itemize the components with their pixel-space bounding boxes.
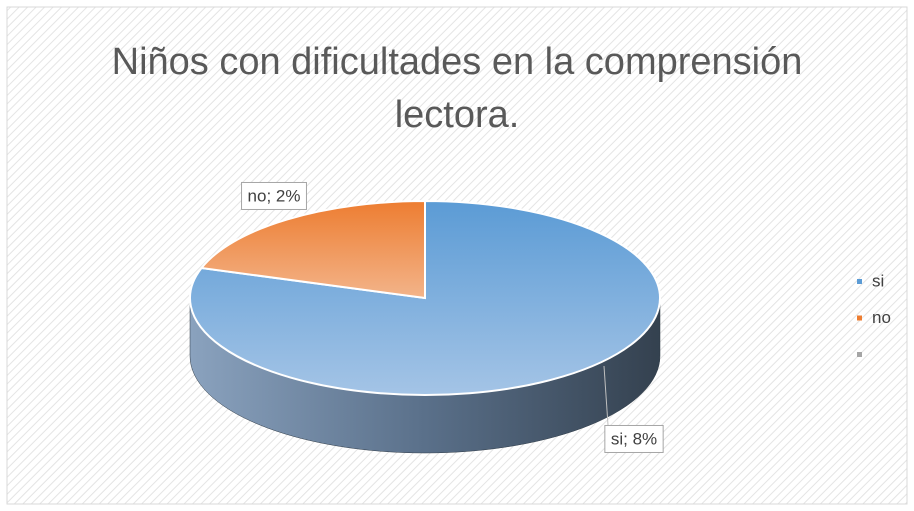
data-label-box — [241, 181, 307, 210]
legend-marker — [857, 352, 862, 357]
chart-title: Niños con dificultades en la comprensión… — [111, 41, 803, 136]
legend-label: no — [872, 308, 891, 327]
legend-marker — [857, 279, 862, 284]
legend-marker — [857, 315, 862, 321]
legend-label: si — [872, 271, 884, 290]
leader-line — [603, 365, 609, 426]
pie-slice — [199, 199, 426, 300]
data-label: no; 2% — [248, 186, 301, 205]
data-label: si; 8% — [611, 429, 657, 448]
data-label-box — [604, 424, 664, 453]
